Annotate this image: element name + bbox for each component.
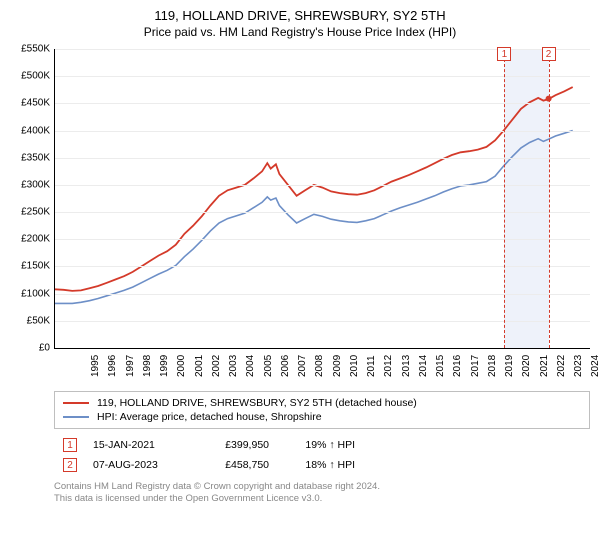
x-tick-label: 2002 <box>211 355 222 377</box>
chart-svg <box>55 49 590 348</box>
x-tick-label: 2022 <box>556 355 567 377</box>
legend-label: HPI: Average price, detached house, Shro… <box>97 411 322 423</box>
y-tick-label: £550K <box>21 44 50 55</box>
plot-wrap: 12 1995199619971998199920002001200220032… <box>54 49 590 389</box>
x-tick-label: 2017 <box>470 355 481 377</box>
legend-item: 119, HOLLAND DRIVE, SHREWSBURY, SY2 5TH … <box>63 396 581 410</box>
legend-swatch <box>63 416 89 418</box>
plot-region: 12 <box>54 49 590 349</box>
x-tick-label: 2001 <box>193 355 204 377</box>
y-tick-label: £0 <box>39 343 50 354</box>
event-hpi: 18% ↑ HPI <box>285 459 355 471</box>
legend-item: HPI: Average price, detached house, Shro… <box>63 410 581 424</box>
y-tick-label: £450K <box>21 98 50 109</box>
x-tick-label: 2009 <box>331 355 342 377</box>
event-hpi: 19% ↑ HPI <box>285 439 355 451</box>
legend-label: 119, HOLLAND DRIVE, SHREWSBURY, SY2 5TH … <box>97 397 417 409</box>
event-marker-icon: 2 <box>63 458 77 472</box>
x-tick-label: 2011 <box>366 355 377 377</box>
y-tick-label: £100K <box>21 288 50 299</box>
chart-subtitle: Price paid vs. HM Land Registry's House … <box>10 25 590 39</box>
x-tick-label: 1998 <box>142 355 153 377</box>
x-tick-label: 2006 <box>280 355 291 377</box>
footer-line: Contains HM Land Registry data © Crown c… <box>54 481 590 493</box>
y-tick-label: £400K <box>21 125 50 136</box>
footer-line: This data is licensed under the Open Gov… <box>54 493 590 505</box>
y-tick-label: £50K <box>27 315 50 326</box>
x-tick-label: 2012 <box>383 355 394 377</box>
chart-area: £0 £50K £100K £150K £200K £250K £300K £350K £400… <box>10 49 590 389</box>
x-tick-label: 2016 <box>452 355 463 377</box>
x-tick-label: 2007 <box>297 355 308 377</box>
y-tick-label: £300K <box>21 179 50 190</box>
x-tick-label: 2010 <box>349 355 360 377</box>
x-tick-label: 2023 <box>573 355 584 377</box>
legend: 119, HOLLAND DRIVE, SHREWSBURY, SY2 5TH … <box>54 391 590 429</box>
event-price: £399,950 <box>199 439 269 451</box>
event-row: 2 07-AUG-2023 £458,750 18% ↑ HPI <box>54 455 590 475</box>
y-tick-label: £250K <box>21 207 50 218</box>
y-tick-label: £150K <box>21 261 50 272</box>
x-tick-label: 2000 <box>176 355 187 377</box>
x-tick-label: 2015 <box>435 355 446 377</box>
x-tick-label: 2020 <box>521 355 532 377</box>
chart-header: 119, HOLLAND DRIVE, SHREWSBURY, SY2 5TH … <box>10 8 590 39</box>
y-tick-label: £500K <box>21 71 50 82</box>
footer: Contains HM Land Registry data © Crown c… <box>54 481 590 506</box>
y-tick-label: £350K <box>21 152 50 163</box>
legend-swatch <box>63 402 89 404</box>
event-row: 1 15-JAN-2021 £399,950 19% ↑ HPI <box>54 435 590 455</box>
event-date: 07-AUG-2023 <box>93 459 183 471</box>
events-table: 1 15-JAN-2021 £399,950 19% ↑ HPI 2 07-AU… <box>54 435 590 475</box>
x-tick-label: 1995 <box>90 355 101 377</box>
x-axis: 1995199619971998199920002001200220032004… <box>98 349 590 383</box>
x-tick-label: 2021 <box>539 355 550 377</box>
x-tick-label: 2019 <box>504 355 515 377</box>
x-tick-label: 2005 <box>262 355 273 377</box>
y-axis: £0£50K£100K£150K£200K£250K£300K£350K£400… <box>10 49 54 349</box>
chart-title: 119, HOLLAND DRIVE, SHREWSBURY, SY2 5TH <box>10 8 590 23</box>
x-tick-label: 2024 <box>590 355 600 377</box>
event-date: 15-JAN-2021 <box>93 439 183 451</box>
x-tick-label: 2018 <box>487 355 498 377</box>
x-tick-label: 2013 <box>401 355 412 377</box>
x-tick-label: 1996 <box>107 355 118 377</box>
x-tick-label: 2003 <box>228 355 239 377</box>
chart-marker-icon: 2 <box>542 47 556 61</box>
event-price: £458,750 <box>199 459 269 471</box>
series-line <box>55 131 573 304</box>
x-tick-label: 1997 <box>124 355 135 377</box>
x-tick-label: 2004 <box>245 355 256 377</box>
chart-marker-icon: 1 <box>497 47 511 61</box>
event-marker-icon: 1 <box>63 438 77 452</box>
x-tick-label: 2008 <box>314 355 325 377</box>
x-tick-label: 1999 <box>159 355 170 377</box>
y-tick-label: £200K <box>21 234 50 245</box>
x-tick-label: 2014 <box>418 355 429 377</box>
series-line <box>55 87 573 291</box>
